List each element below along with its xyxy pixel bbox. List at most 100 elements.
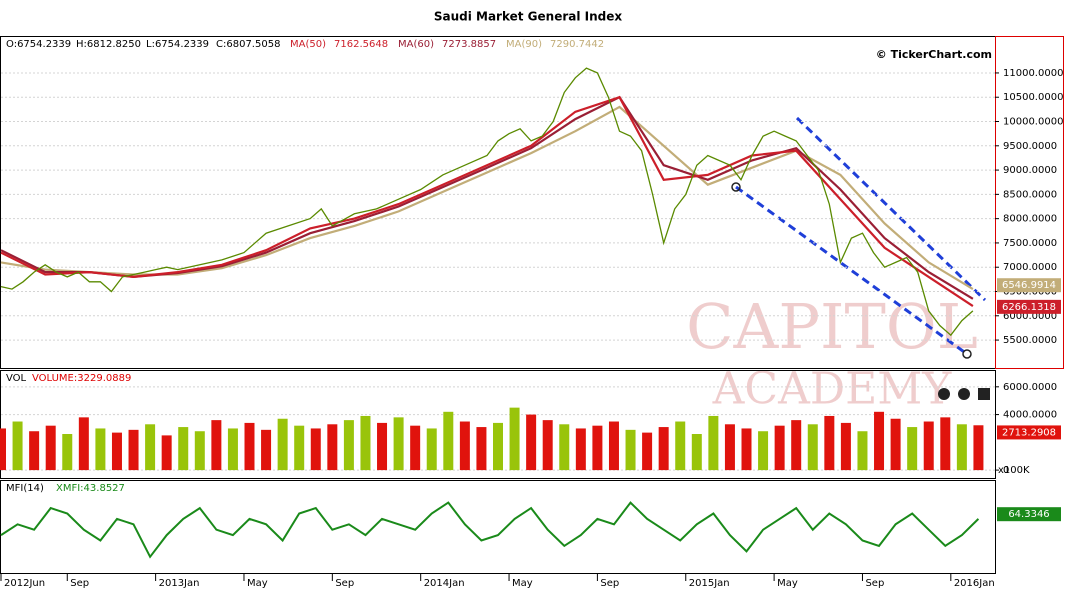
volume-bar [890,418,901,471]
volume-bar [791,420,802,471]
x-tick-label: Sep [70,578,89,589]
value-box [997,425,1061,440]
x-tick-label: Sep [865,578,884,589]
x-tick-label: 2016Jan [954,578,995,589]
volume-bar [526,414,537,471]
volume-bar [95,428,106,471]
volume-bar [907,427,918,471]
x-tick-label: May [247,578,268,589]
y-tick-label: 6000.0000 [1003,382,1057,393]
close-icon[interactable] [958,388,970,400]
panel-name: MFI(14) [6,483,44,494]
y-tick-label: 9500.0000 [1003,141,1057,152]
legend-name: MA(60) [398,39,434,50]
volume-bar [310,428,321,471]
trend-lines [731,116,987,359]
price-line [0,67,974,337]
volume-bar [575,428,586,471]
legend-name: MA(90) [506,39,542,50]
y-tick-label: 11000.0000 [1003,68,1063,79]
ohlc-label: L:6754.2339 [146,39,209,50]
volume-bar [145,424,156,471]
volume-bar [360,415,371,471]
mfi-panel [0,480,996,574]
value-box-label: 6266.1318 [1002,302,1056,313]
y-tick-label: 10000.0000 [1003,117,1063,128]
x-tick-label: 2012Jun [4,578,45,589]
volume-bar [592,425,603,471]
panel-value: XMFI:43.8527 [56,483,125,494]
legend-value: 7162.5648 [334,39,388,50]
volume-bar [691,434,702,471]
y-tick-label: 9000.0000 [1003,165,1057,176]
volume-bar [377,422,388,471]
volume-bar [45,425,56,471]
legend-name: MA(50) [290,39,326,50]
volume-bar [724,424,735,471]
y-tick-label: 8500.0000 [1003,189,1057,200]
volume-bar [542,420,553,471]
mfi-line [0,501,980,559]
panel-value: VOLUME:3229.0889 [32,373,131,384]
trend-anchor [731,182,741,192]
volume-bar [294,425,305,471]
volume-bar [343,420,354,471]
ohlc-label: H:6812.8250 [76,39,141,50]
volume-bar [973,425,984,471]
legend-value: 7290.7442 [550,39,604,50]
volume-bar [327,424,338,471]
watermark: CAPITOL ACADEMY [686,290,978,414]
volume-bar [29,431,40,471]
volume-bar [0,428,6,471]
volume-bar [211,420,222,471]
volume-bar [244,422,255,471]
volume-bar [857,431,868,471]
volume-bar [956,424,967,471]
minimize-icon[interactable] [978,388,990,400]
x-tick-label: 2014Jan [424,578,465,589]
unit-label: x100K [998,465,1030,476]
y-tick-label: 4000.0000 [1003,410,1057,421]
ohlc-label: C:6807.5058 [216,39,280,50]
volume-bar [161,435,172,471]
volume-bar [758,431,769,471]
volume-bar [658,427,669,471]
legend-value: 7273.8857 [442,39,496,50]
volume-bar [608,421,619,471]
y-tick-label: 8000.0000 [1003,214,1057,225]
trend-anchor [962,349,972,359]
volume-bar [12,421,23,471]
volume-bar [261,429,272,471]
volume-bar [807,424,818,471]
volume-bar [227,428,238,471]
x-tick-label: 2015Jan [689,578,730,589]
watermark-text: ACADEMY [712,364,953,415]
volume-bar [840,422,851,471]
y-tick-label: 10500.0000 [1003,92,1063,103]
x-tick-label: Sep [335,578,354,589]
settings-icon[interactable] [938,388,950,400]
volume-bar [708,415,719,471]
value-box-label: 6546.9914 [1002,280,1056,291]
volume-bar [78,417,89,471]
price-axis-box [995,36,1064,369]
volume-bar [493,422,503,471]
volume-bar [476,427,487,471]
panel-name: VOL [6,373,27,384]
volume-bar [178,427,189,471]
volume-bar [559,424,570,471]
x-tick-label: Sep [600,578,619,589]
x-tick-label: 2013Jan [159,578,200,589]
ohlc-label: O:6754.2339 [6,39,71,50]
y-tick-label: 7500.0000 [1003,238,1057,249]
x-tick-label: May [777,578,798,589]
value-box [997,299,1061,314]
value-box-label: 64.3346 [1008,509,1049,520]
volume-bar [459,421,470,471]
value-box-label: 2713.2908 [1002,427,1056,438]
y-tick-label: 6000.0000 [1003,311,1057,322]
x-tick-label: May [512,578,533,589]
trend-line [735,185,968,356]
volume-bar [741,428,752,471]
